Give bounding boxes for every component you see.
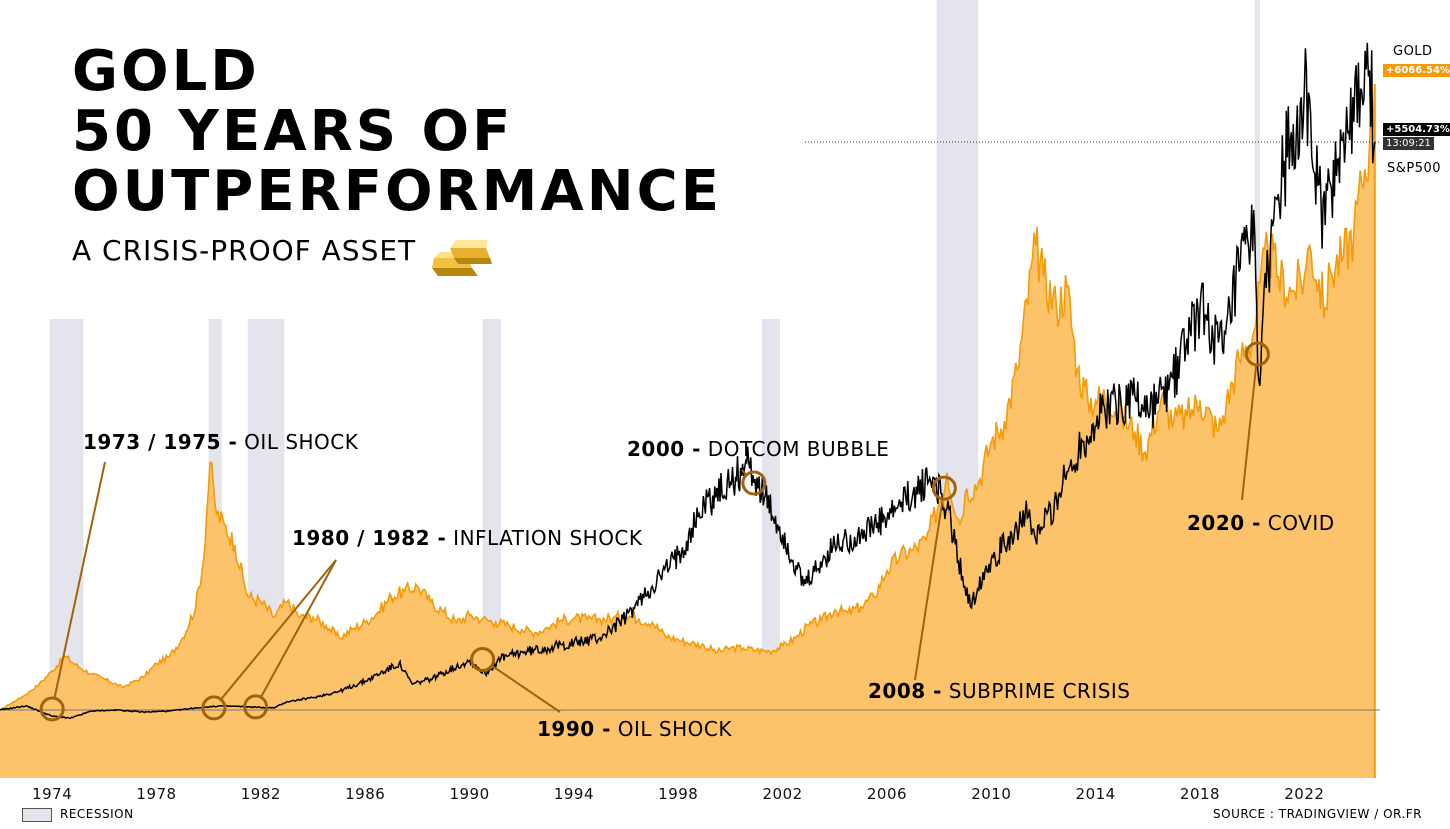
title-line-1: GOLD: [72, 39, 260, 104]
x-tick-2014: 2014: [1076, 785, 1116, 803]
annotation-connector-1-1: [53, 461, 106, 698]
x-tick-1998: 1998: [658, 785, 698, 803]
sp500-series-label: S&P500: [1387, 161, 1442, 176]
annotation-connector-3-1: [741, 469, 747, 475]
gold-series: [0, 84, 1376, 779]
annotation-marker-2-1: [201, 695, 227, 721]
x-tick-1978: 1978: [136, 785, 176, 803]
annotation-connector-2-2: [260, 559, 337, 697]
sp500-series: [0, 42, 1380, 720]
annotation-markers: [39, 341, 1270, 722]
x-tick-1986: 1986: [345, 785, 385, 803]
annotation-marker-4-1: [470, 646, 496, 672]
gold-last-bar: [1373, 84, 1376, 778]
annotation-marker-3-1: [741, 470, 767, 496]
subtitle: A CRISIS-PROOF ASSET: [72, 234, 417, 267]
annotation-1980-inflation-shock: 1980 / 1982 - INFLATION SHOCK: [292, 526, 643, 550]
gold-series-label: GOLD: [1393, 44, 1433, 59]
annotation-connector-6-1: [1241, 365, 1258, 501]
x-tick-2018: 2018: [1180, 785, 1220, 803]
x-tick-1994: 1994: [554, 785, 594, 803]
annotation-marker-2-2: [243, 694, 269, 720]
annotation-marker-6-1: [1244, 341, 1270, 367]
gold-area: [0, 84, 1375, 779]
annotation-connector-4-1: [491, 665, 561, 713]
annotation-connector-2-1: [220, 559, 337, 700]
title-line-2: 50 YEARS OF: [72, 99, 514, 164]
annotation-2000-dotcom-bubble: 2000 - DOTCOM BUBBLE: [627, 437, 890, 461]
annotation-marker-1-1: [39, 696, 65, 722]
x-tick-1974: 1974: [32, 785, 72, 803]
x-tick-2022: 2022: [1284, 785, 1324, 803]
x-tick-2002: 2002: [763, 785, 803, 803]
x-axis: 1974 1978 1982 1986 1990 1994 1998 2002 2006 2010…: [32, 785, 1324, 803]
annotation-1990-oil-shock: 1990 - OIL SHOCK: [537, 717, 732, 741]
x-tick-2006: 2006: [867, 785, 907, 803]
gold-value-tag: +6066.54%: [1383, 64, 1450, 77]
recession-legend-label: RECESSION: [60, 807, 134, 821]
annotation-1973-oil-shock: 1973 / 1975 - OIL SHOCK: [83, 430, 359, 454]
recession-legend-swatch: [22, 807, 52, 822]
legend: RECESSION: [22, 807, 134, 822]
gold-bars-icon: [432, 240, 492, 276]
annotation-marker-5-1: [931, 475, 957, 501]
x-tick-1990: 1990: [449, 785, 489, 803]
source-note: SOURCE : TRADINGVIEW / OR.FR: [1213, 807, 1422, 821]
x-tick-2010: 2010: [971, 785, 1011, 803]
annotation-2020-covid: 2020 - COVID: [1187, 511, 1335, 535]
annotation-2008-subprime-crisis: 2008 - SUBPRIME CRISIS: [868, 679, 1131, 703]
sp500-value-tag: +5504.73%: [1383, 123, 1450, 136]
annotation-connector-5-1: [914, 499, 944, 681]
sp500-line: [0, 42, 1376, 720]
title-line-3: OUTPERFORMANCE: [72, 159, 722, 224]
sp500-time-tag: 13:09:21: [1383, 137, 1434, 150]
x-tick-1982: 1982: [241, 785, 281, 803]
gold-line: [0, 84, 1376, 711]
